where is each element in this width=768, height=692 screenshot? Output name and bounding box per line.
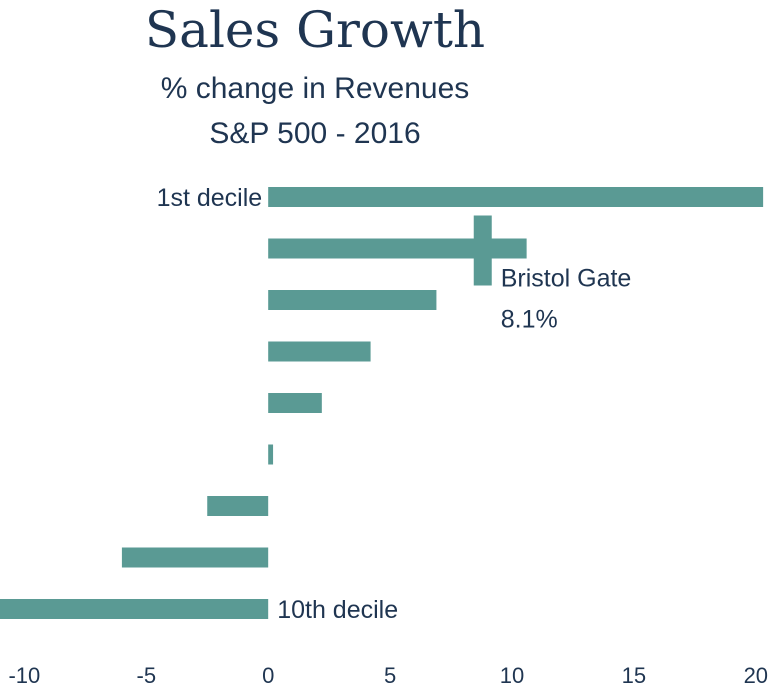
marker-label-line-1: Bristol Gate [501,265,632,293]
bar-8 [121,547,269,568]
x-tick-label-15: 15 [622,663,646,688]
chart-title: Sales Growth [145,1,485,59]
category-label-1: 1st decile [157,184,263,212]
bar-3 [268,290,437,310]
x-tick-label-20: 20 [744,663,768,688]
bar-4 [268,341,371,362]
x-tick-label-0: 0 [262,663,274,688]
x-tick-label-5: 5 [384,663,396,688]
bar-6 [268,444,274,465]
x-tick-label--5: -5 [137,663,157,688]
bar-7 [207,496,269,516]
marker-horizontal [460,238,505,259]
bar-5 [268,393,322,413]
marker-label-line-2: 8.1% [501,306,558,334]
x-axis: -10 -5 0 5 10 15 20 [8,663,768,688]
category-labels: 1st decile 10th decile [157,184,399,624]
bristol-gate-marker: Bristol Gate 8.1% [460,215,632,334]
bars-group [0,187,764,619]
x-tick-label--10: -10 [8,663,40,688]
chart-subtitle-line-2: S&P 500 - 2016 [209,117,420,150]
x-tick-label-10: 10 [500,663,524,688]
bar-9 [0,599,269,619]
category-label-9: 10th decile [277,596,398,624]
chart-subtitle-line-1: % change in Revenues [161,72,470,105]
bar-1 [268,187,764,207]
